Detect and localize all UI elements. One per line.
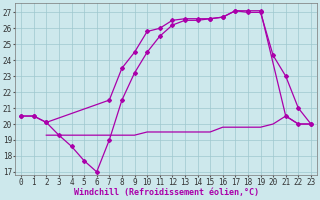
X-axis label: Windchill (Refroidissement éolien,°C): Windchill (Refroidissement éolien,°C) <box>74 188 259 197</box>
